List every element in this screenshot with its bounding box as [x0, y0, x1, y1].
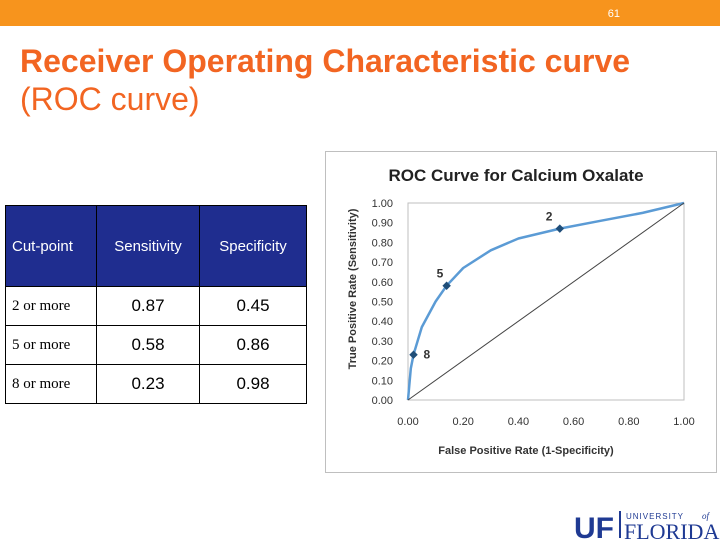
roc-chart: ROC Curve for Calcium Oxalate False Posi… — [325, 151, 717, 473]
row-sensitivity: 0.87 — [96, 286, 200, 326]
series-line-roc — [406, 201, 685, 401]
row-label: 8 or more — [5, 364, 97, 404]
table-row: 5 or more 0.58 0.86 — [5, 325, 307, 365]
y-tick-label: 0.50 — [372, 297, 393, 309]
row-label: 5 or more — [5, 325, 97, 365]
row-specificity: 0.86 — [199, 325, 307, 365]
y-tick-label: 0.60 — [372, 277, 393, 289]
slide-number: 61 — [607, 8, 620, 20]
y-tick-label: 0.00 — [372, 395, 393, 407]
y-tick-label: 0.40 — [372, 316, 393, 328]
roc-chart-svg: ROC Curve for Calcium Oxalate False Posi… — [347, 166, 695, 457]
top-accent-bar: 61 — [0, 0, 720, 26]
header-specificity: Specificity — [199, 205, 307, 287]
data-point-label: 2 — [546, 210, 553, 224]
logo-university: UNIVERSITY — [626, 512, 684, 521]
header-sensitivity: Sensitivity — [96, 205, 200, 287]
row-sensitivity: 0.23 — [96, 364, 200, 404]
table-row: 2 or more 0.87 0.45 — [5, 286, 307, 326]
x-axis-label: False Positive Rate (1-Specificity) — [438, 445, 614, 457]
y-tick-label: 0.20 — [372, 356, 393, 368]
x-tick-label: 0.00 — [397, 416, 418, 428]
table-row: 8 or more 0.23 0.98 — [5, 364, 307, 404]
logo-florida: FLORIDA — [624, 519, 719, 540]
row-label: 2 or more — [5, 286, 97, 326]
y-tick-label: 0.90 — [372, 218, 393, 230]
row-specificity: 0.98 — [199, 364, 307, 404]
data-point-label: 8 — [424, 348, 431, 362]
logo-uf: UF — [574, 512, 614, 540]
table-header-row: Cut-point Sensitivity Specificity — [5, 205, 307, 287]
x-tick-label: 0.80 — [618, 416, 639, 428]
header-cut-point: Cut-point — [5, 205, 97, 287]
x-tick-label: 0.20 — [452, 416, 473, 428]
title-line-1: Receiver Operating Characteristic curve — [20, 43, 631, 79]
data-point — [555, 224, 565, 233]
y-tick-label: 1.00 — [372, 198, 393, 210]
data-point — [442, 281, 451, 290]
y-axis-label: True Positive Rate (Sensitivity) — [347, 208, 359, 369]
plot-area: 0.00 0.10 0.20 0.30 0.40 0.50 0.60 0.70 0.80 0.90… — [372, 198, 695, 428]
cut-point-table: Cut-point Sensitivity Specificity 2 or m… — [5, 205, 307, 404]
uf-logo: UF UNIVERSITY of FLORIDA — [574, 508, 720, 545]
row-specificity: 0.45 — [199, 286, 307, 326]
logo-divider — [619, 511, 621, 538]
y-tick-label: 0.70 — [372, 257, 393, 269]
data-point — [409, 350, 418, 359]
logo-of: of — [702, 511, 711, 521]
data-point-label: 5 — [437, 267, 444, 281]
chart-title: ROC Curve for Calcium Oxalate — [388, 166, 643, 185]
series-line-chance — [407, 202, 685, 401]
row-sensitivity: 0.58 — [96, 325, 200, 365]
x-tick-label: 0.40 — [508, 416, 529, 428]
x-tick-label: 1.00 — [673, 416, 694, 428]
title-line-2: (ROC curve) — [20, 81, 200, 117]
y-tick-label: 0.10 — [372, 375, 393, 387]
y-tick-label: 0.80 — [372, 237, 393, 249]
slide-title: Receiver Operating Characteristic curve … — [20, 42, 700, 118]
y-tick-label: 0.30 — [372, 336, 393, 348]
x-tick-label: 0.60 — [563, 416, 584, 428]
